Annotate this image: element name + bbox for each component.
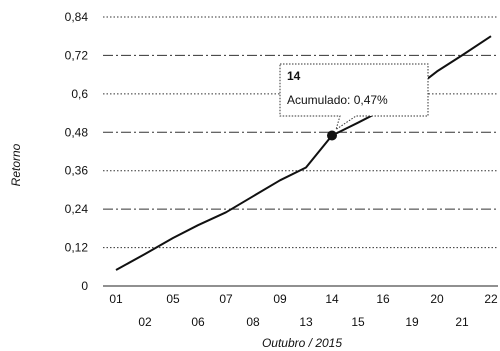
series-layer: [115, 35, 492, 271]
series-line: [115, 35, 492, 271]
x-tick-label: 20: [430, 292, 444, 306]
highlight-point[interactable]: [327, 130, 337, 141]
x-tick-label: 08: [246, 315, 260, 329]
x-tick-label: 22: [484, 292, 498, 306]
x-tick-label: 07: [219, 292, 233, 306]
grid-lines: [103, 16, 498, 287]
y-tick-label: 0,12: [65, 241, 89, 255]
x-tick-label: 05: [166, 292, 180, 306]
tooltip-value: Acumulado: 0,47%: [287, 93, 388, 107]
y-tick-label: 0,72: [65, 48, 89, 62]
x-tick-label: 01: [109, 292, 123, 306]
y-axis-ticks: 0 0,12 0,24 0,36 0,48 0,6 0,72 0,84: [65, 10, 89, 293]
x-tick-label: 09: [273, 292, 287, 306]
y-tick-label: 0: [81, 279, 88, 293]
y-tick-label: 0,6: [71, 87, 88, 101]
x-axis: 01 05 07 09 14 16 20 22 02 06 08 13 15 19 21: [109, 292, 498, 329]
x-axis-title: Outubro / 2015: [262, 336, 342, 350]
x-tick-label: 06: [191, 315, 205, 329]
x-tick-label: 15: [351, 315, 365, 329]
tooltip-title: 14: [287, 69, 301, 83]
y-tick-label: 0,24: [65, 202, 89, 216]
tooltip: 14 Acumulado: 0,47%: [279, 63, 429, 131]
x-tick-label: 16: [376, 292, 390, 306]
tooltip-box: [279, 63, 429, 131]
x-tick-label: 02: [138, 315, 152, 329]
y-axis-title: Retorno: [9, 143, 23, 186]
x-tick-label: 19: [405, 315, 419, 329]
y-tick-label: 0,48: [65, 125, 89, 139]
x-tick-label: 21: [455, 315, 469, 329]
y-tick-label: 0,84: [65, 10, 89, 24]
y-tick-label: 0,36: [65, 164, 89, 178]
x-tick-label: 14: [325, 292, 339, 306]
x-tick-label: 13: [299, 315, 313, 329]
